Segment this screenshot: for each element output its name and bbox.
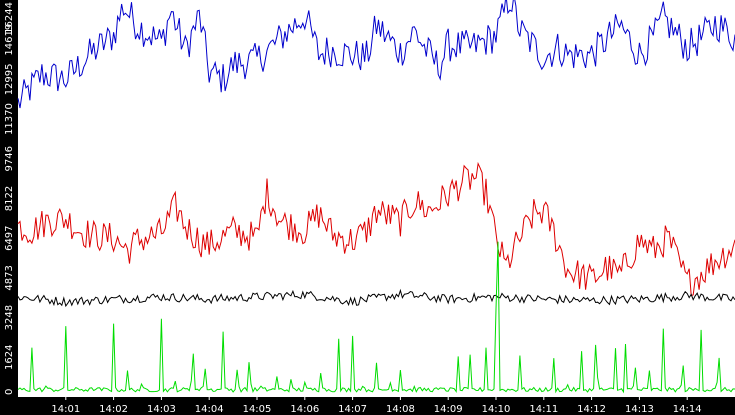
y-tick-label: 0	[4, 389, 15, 395]
x-tick-label: 14:04	[195, 404, 224, 415]
y-axis-band	[0, 0, 18, 397]
x-tick-label: 14:02	[99, 404, 128, 415]
series-line-2	[17, 161, 735, 297]
plot-area	[18, 0, 735, 397]
y-tick-label: 6497	[4, 225, 15, 250]
x-tick-label: 14:07	[338, 404, 367, 415]
y-tick-label: 16244	[4, 2, 15, 34]
x-tick-label: 14:01	[51, 404, 80, 415]
x-tick-label: 14:05	[243, 404, 272, 415]
x-tick-label: 14:09	[434, 404, 463, 415]
y-tick-label: 4873	[4, 265, 15, 290]
series-line-4	[17, 241, 735, 394]
x-axis-ticks: 14:01 14:02 14:03 14:04 14:05 14:06 14:07 14:08…	[51, 397, 702, 415]
x-axis-band	[0, 397, 735, 415]
x-tick-label: 14:13	[625, 404, 654, 415]
series-layer	[17, 0, 735, 394]
x-tick-label: 14:14	[673, 404, 702, 415]
y-tick-label: 14619	[4, 24, 15, 56]
x-tick-label: 14:03	[147, 404, 176, 415]
x-tick-label: 14:06	[290, 404, 319, 415]
x-tick-label: 14:12	[577, 404, 606, 415]
y-tick-label: 11370	[4, 103, 15, 135]
y-tick-label: 12995	[4, 63, 15, 95]
x-tick-label: 14:11	[529, 404, 558, 415]
x-tick-label: 14:08	[386, 404, 415, 415]
y-tick-label: 1624	[4, 345, 15, 370]
series-line-1	[17, 0, 735, 109]
y-tick-label: 9746	[4, 146, 15, 171]
x-tick-label: 14:10	[482, 404, 511, 415]
y-tick-label: 3248	[4, 305, 15, 330]
series-line-3	[17, 288, 735, 308]
y-tick-label: 8122	[4, 186, 15, 211]
y-axis-ticks: 0 1624 3248 4873 6497 8122 9746 11370 12995 14619…	[4, 2, 15, 395]
